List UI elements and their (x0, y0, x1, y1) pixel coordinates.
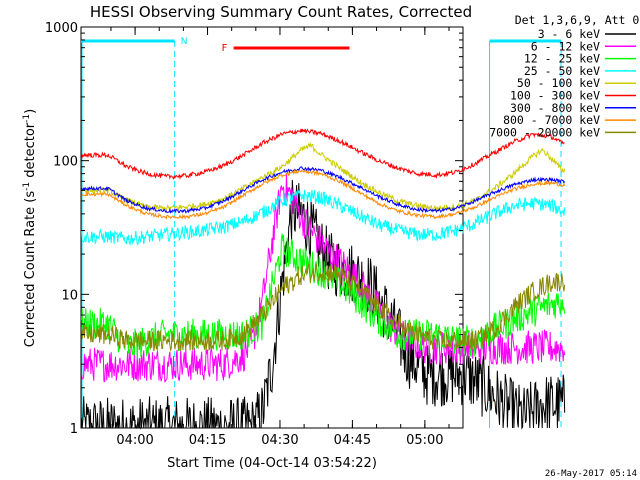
x-tick-label: 04:00 (116, 433, 153, 448)
y-axis-label-end: ) (23, 109, 38, 114)
series-line (81, 173, 566, 383)
y-axis-label-sup1: -1 (22, 182, 32, 191)
series-line (81, 128, 565, 180)
y-tick-label: 1000 (45, 21, 78, 36)
legend-label: 3 - 6 keV (538, 27, 600, 41)
legend-label: 25 - 50 keV (524, 64, 600, 78)
series-line (81, 179, 566, 430)
legend-label: 50 - 100 keV (517, 76, 600, 90)
legend-label: 300 - 800 keV (510, 101, 600, 115)
night-markers: N (81, 37, 562, 428)
x-tick-label: 04:45 (334, 433, 371, 448)
y-tick-label: 100 (53, 155, 78, 170)
legend-label: 6 - 12 keV (531, 39, 600, 53)
y-tick-label: 10 (61, 288, 78, 303)
series-lines (81, 128, 566, 430)
legend-label: 12 - 25 keV (524, 52, 600, 66)
y-axis-label-main: Corrected Count Rate (s (23, 191, 38, 348)
y-axis-label-sup2: -1 (22, 114, 32, 123)
series-line (81, 263, 566, 353)
x-tick-label: 04:30 (261, 433, 298, 448)
x-axis: 04:00 04:15 04:30 04:45 05:00 (110, 27, 450, 448)
footer-date: 26-May-2017 05:14 (545, 469, 637, 479)
legend-label: 100 - 300 keV (510, 89, 600, 103)
legend-header: Det 1,3,6,9, Att 0 (515, 13, 640, 27)
flare-marker: F (222, 43, 350, 54)
x-tick-label: 04:15 (189, 433, 226, 448)
series-line (81, 189, 566, 246)
series-line (81, 168, 566, 221)
night-marker-label: N (181, 37, 188, 47)
y-axis: 1 10 100 1000 (45, 21, 463, 437)
series-line (81, 166, 566, 214)
x-axis-label: Start Time (04-Oct-14 03:54:22) (167, 456, 377, 471)
y-axis-label: Corrected Count Rate (s-1 detector-1) (22, 109, 38, 347)
chart-title: HESSI Observing Summary Count Rates, Cor… (90, 3, 472, 21)
flare-marker-label: F (222, 43, 228, 54)
y-axis-label-mid: detector (23, 122, 38, 182)
legend-label: 800 - 7000 keV (503, 113, 600, 127)
legend-label: 7000 - 20000 keV (489, 125, 600, 139)
y-tick-label: 1 (70, 422, 78, 437)
x-tick-label: 05:00 (406, 433, 443, 448)
